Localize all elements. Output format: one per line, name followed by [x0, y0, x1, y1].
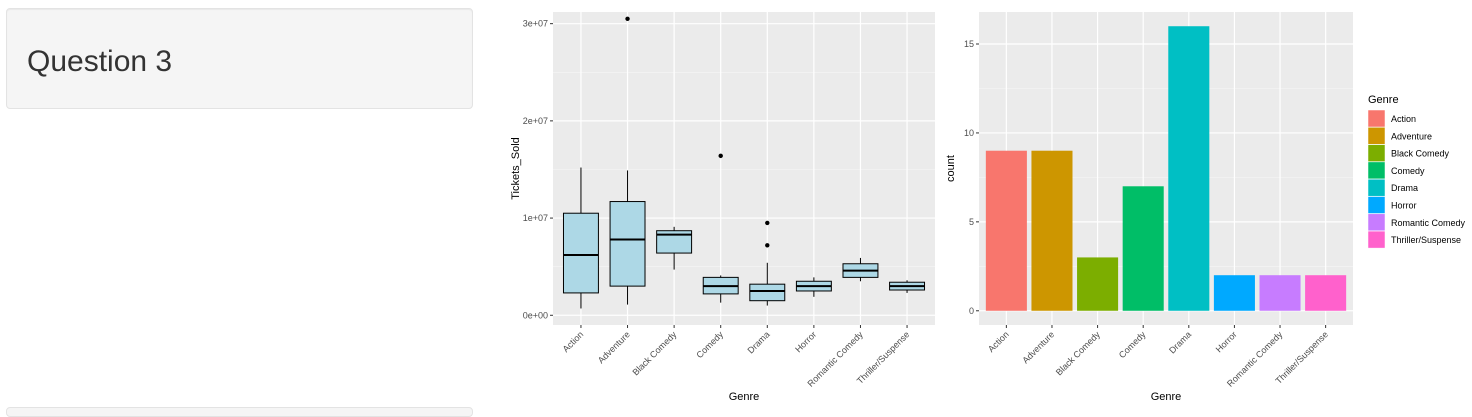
bar-black-comedy	[1077, 257, 1119, 311]
barchart-x-axis-title: Genre	[1151, 391, 1182, 403]
legend-label-romantic-comedy: Romantic Comedy	[1391, 218, 1466, 228]
legend-label-thriller-suspense: Thriller/Suspense	[1391, 235, 1461, 245]
bar-drama	[1168, 26, 1210, 311]
legend-key-drama	[1367, 178, 1386, 197]
boxplot-xtick-label-adventure: Adventure	[596, 329, 632, 365]
legend-title: Genre	[1368, 94, 1399, 106]
bar-action	[985, 150, 1027, 311]
legend-key-action	[1367, 109, 1386, 128]
bar-horror	[1213, 275, 1255, 311]
boxplot-ytick-label: 0e+00	[523, 310, 548, 320]
legend-key-adventure	[1367, 127, 1386, 145]
outlier-drama	[765, 243, 770, 248]
boxplot-xtick-label-action: Action	[561, 329, 586, 354]
boxplot-ytick-label: 1e+07	[523, 213, 548, 223]
bar-romantic-comedy	[1259, 275, 1301, 311]
legend-key-black-comedy	[1367, 144, 1386, 162]
legend-key-comedy	[1367, 161, 1386, 180]
legend-label-drama: Drama	[1391, 183, 1418, 193]
barchart-xtick-label-action: Action	[986, 329, 1011, 354]
barchart-xtick-label-drama: Drama	[1167, 329, 1193, 355]
barchart-ytick-label: 15	[964, 39, 974, 49]
boxplot-xtick-label-horror: Horror	[793, 329, 818, 354]
outlier-drama	[765, 220, 770, 226]
outlier-comedy	[718, 153, 723, 159]
barchart-xtick-label-comedy: Comedy	[1117, 329, 1148, 360]
legend-key-romantic-comedy	[1367, 213, 1386, 232]
legend-key-horror	[1367, 196, 1386, 214]
barchart-ytick-label: 0	[969, 306, 974, 316]
barchart-ytick-label: 10	[964, 128, 974, 138]
boxplot-xtick-label-drama: Drama	[746, 329, 772, 355]
outlier-adventure	[625, 16, 630, 22]
bar-thriller-suspense	[1305, 275, 1347, 311]
legend-label-comedy: Comedy	[1391, 166, 1425, 176]
boxplot-xtick-label-black-comedy: Black Comedy	[630, 329, 678, 377]
boxplot-ytick-label: 2e+07	[523, 116, 548, 126]
boxplot-y-axis-title: Tickets_Sold	[510, 137, 522, 200]
legend-key-thriller-suspense	[1367, 230, 1386, 249]
question-panel: Question 3	[6, 8, 473, 109]
box-adventure	[609, 201, 646, 287]
legend-label-action: Action	[1391, 114, 1416, 124]
boxplot-chart: 0e+00 1e+07 2e+07 3e+07 Action AdventureBlack…	[510, 12, 935, 403]
box-drama	[749, 283, 786, 302]
box-action	[562, 212, 599, 294]
boxplot-xtick-label-comedy: Comedy	[694, 329, 725, 360]
box-black-comedy	[656, 230, 693, 254]
barchart-xtick-label-horror: Horror	[1214, 329, 1239, 354]
legend-label-horror: Horror	[1391, 201, 1417, 211]
boxplot-x-axis-title: Genre	[729, 391, 760, 403]
barchart-xtick-label-black-comedy: Black Comedy	[1054, 329, 1102, 377]
barchart-ytick-label: 5	[969, 217, 974, 227]
legend-label-black-comedy: Black Comedy	[1391, 149, 1450, 159]
barchart-xtick-label-adventure: Adventure	[1020, 329, 1056, 365]
barchart-y-axis-title: count	[945, 155, 957, 182]
legend-label-adventure: Adventure	[1391, 131, 1432, 141]
bar-comedy	[1122, 186, 1164, 311]
bar-adventure	[1031, 150, 1073, 311]
boxplot-ytick-label: 3e+07	[523, 19, 548, 29]
panel-title: Question 3	[27, 45, 173, 78]
